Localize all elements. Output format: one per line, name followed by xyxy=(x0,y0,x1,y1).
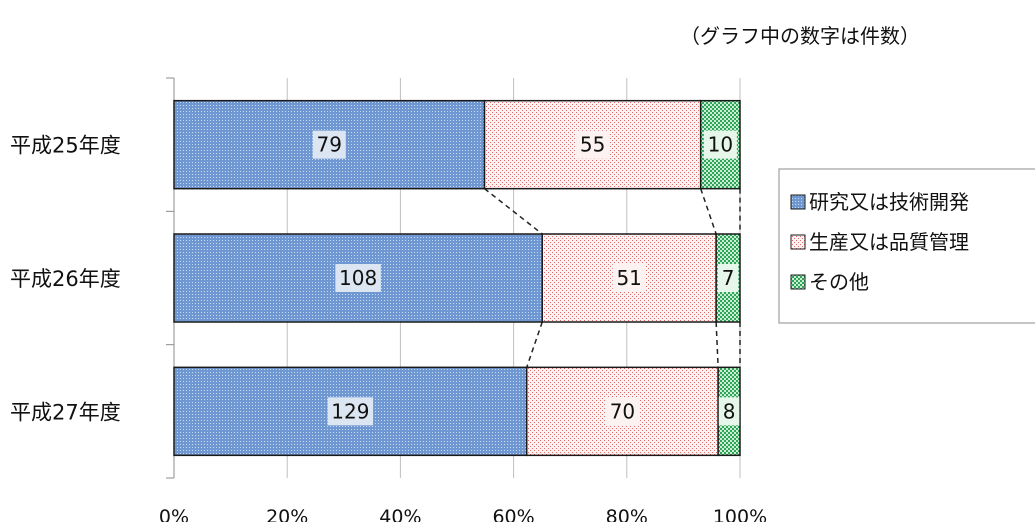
legend-swatch xyxy=(790,274,806,290)
connector-line xyxy=(715,321,719,368)
data-label: 10 xyxy=(708,133,733,157)
bar-segment xyxy=(483,99,702,190)
legend-entry: 研究又は技術開発 xyxy=(809,190,969,214)
legend-swatch xyxy=(790,234,806,250)
legend-box xyxy=(778,168,1035,324)
data-label-bg xyxy=(335,264,381,292)
data-label-bg xyxy=(327,397,374,426)
connector-line xyxy=(699,188,717,235)
bars xyxy=(173,99,741,457)
x-tick-label: 40% xyxy=(379,506,421,522)
data-label-bg xyxy=(312,130,346,159)
x-tick-label: 0% xyxy=(159,506,189,522)
legend-entry: その他 xyxy=(809,270,869,294)
x-tick-label: 60% xyxy=(492,506,534,522)
category-label: 平成25年度 xyxy=(10,134,121,158)
category-label: 平成27年度 xyxy=(10,400,121,424)
category-label: 平成26年度 xyxy=(10,267,121,291)
data-label: 55 xyxy=(580,133,605,157)
axes xyxy=(166,77,175,479)
data-label: 79 xyxy=(317,133,342,157)
legend-swatch xyxy=(790,194,806,210)
labels: 0% 20% 40% 60% 80% 100% 79 55 10 平成25年度 108 51 7 平成26… xyxy=(10,130,767,522)
data-label-bg xyxy=(605,397,639,426)
connector-line xyxy=(484,188,543,235)
x-tick-label: 100% xyxy=(713,506,767,522)
data-label: 70 xyxy=(610,399,635,423)
data-label-bg xyxy=(718,397,740,426)
data-label-bg xyxy=(612,264,646,292)
x-tick-label: 80% xyxy=(606,506,648,522)
data-label-bg xyxy=(576,130,610,159)
legend-entry: 生産又は品質管理 xyxy=(809,230,969,254)
data-label: 108 xyxy=(339,266,377,290)
data-label: 8 xyxy=(723,399,736,423)
data-label-bg xyxy=(703,130,737,159)
series-connector-lines xyxy=(484,188,741,368)
data-label: 51 xyxy=(616,266,641,290)
data-label: 7 xyxy=(722,266,735,290)
data-label-bg xyxy=(717,264,739,292)
chart-note: （グラフ中の数字は件数） xyxy=(680,24,920,48)
connector-line xyxy=(526,321,543,368)
data-label: 129 xyxy=(331,399,369,423)
x-tick-label: 20% xyxy=(266,506,308,522)
